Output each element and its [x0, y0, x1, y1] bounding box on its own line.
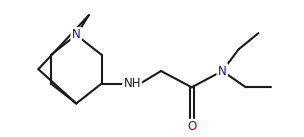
- Text: NH: NH: [123, 77, 141, 90]
- Text: N: N: [72, 28, 81, 42]
- Text: N: N: [218, 65, 227, 78]
- Text: O: O: [187, 120, 196, 133]
